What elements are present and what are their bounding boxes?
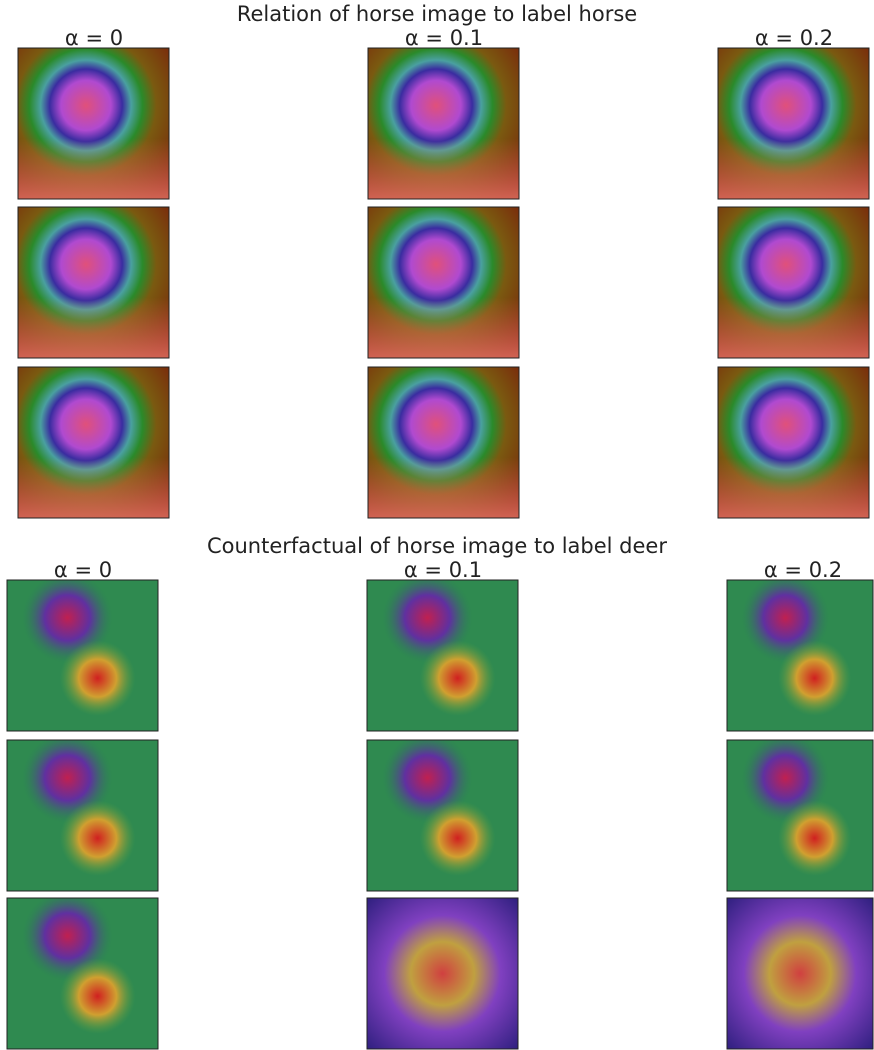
heatmap-image — [718, 367, 869, 518]
heatmap-image — [718, 48, 869, 199]
heatmap-image — [367, 580, 518, 731]
heatmap-foot — [718, 298, 869, 358]
heatmap-image — [368, 207, 519, 358]
heatmap-foot — [368, 298, 519, 358]
heatmap-foot — [18, 458, 169, 518]
heatmap-image — [727, 898, 873, 1049]
heatmap-blob — [367, 580, 518, 731]
column-title: α = 0.1 — [404, 558, 482, 582]
heatmap-base — [367, 898, 518, 1049]
panel-title: Counterfactual of horse image to label d… — [207, 534, 667, 558]
heatmap-image — [7, 580, 158, 731]
heatmap-blob — [7, 580, 158, 731]
heatmap-blob — [367, 740, 518, 891]
heatmap-base — [727, 898, 873, 1049]
heatmap-blob — [727, 580, 873, 731]
heatmap-foot — [368, 139, 519, 199]
heatmap-blob — [7, 898, 158, 1049]
heatmap-image — [368, 367, 519, 518]
heatmap-foot — [718, 139, 869, 199]
column-title: α = 0.1 — [405, 26, 483, 50]
heatmap-image — [718, 207, 869, 358]
column-title: α = 0 — [54, 558, 112, 582]
column-title: α = 0 — [65, 26, 123, 50]
heatmap-blob — [727, 740, 873, 891]
column-title: α = 0.2 — [764, 558, 842, 582]
heatmap-image — [367, 898, 518, 1049]
heatmap-image — [18, 48, 169, 199]
heatmap-image — [368, 48, 519, 199]
heatmap-image — [18, 207, 169, 358]
panel-title: Relation of horse image to label horse — [237, 2, 637, 26]
column-title: α = 0.2 — [755, 26, 833, 50]
heatmap-foot — [718, 458, 869, 518]
heatmap-image — [18, 367, 169, 518]
figure: Relation of horse image to label horse α… — [0, 0, 874, 1050]
heatmap-foot — [18, 298, 169, 358]
heatmap-image — [727, 740, 873, 891]
heatmap-image — [727, 580, 873, 731]
heatmap-foot — [18, 139, 169, 199]
heatmap-foot — [368, 458, 519, 518]
heatmap-blob — [7, 740, 158, 891]
heatmap-image — [7, 740, 158, 891]
heatmap-image — [7, 898, 158, 1049]
heatmap-image — [367, 740, 518, 891]
